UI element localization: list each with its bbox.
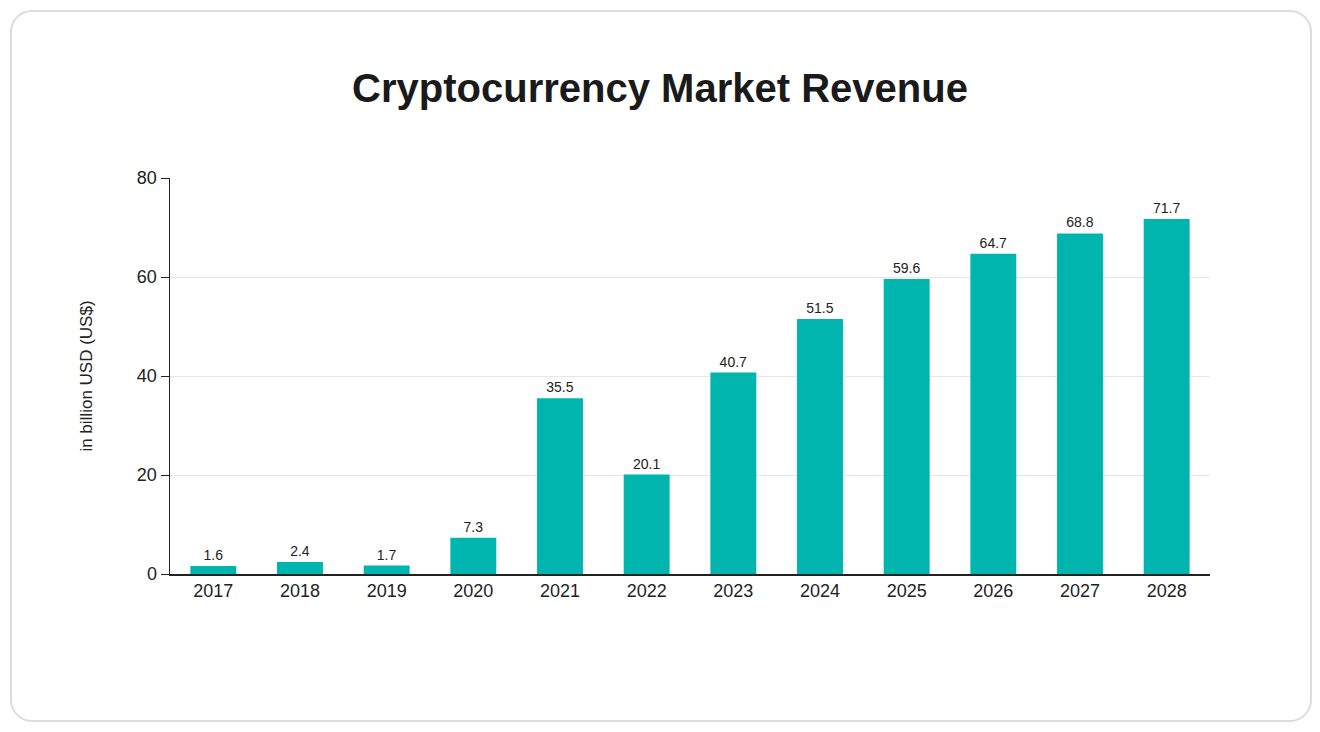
svg-text:80: 80 [137, 168, 157, 188]
svg-text:2025: 2025 [887, 581, 927, 601]
svg-text:2023: 2023 [713, 581, 753, 601]
svg-text:51.5: 51.5 [806, 300, 833, 316]
svg-text:2028: 2028 [1147, 581, 1187, 601]
svg-text:68.8: 68.8 [1066, 214, 1093, 230]
svg-text:0: 0 [147, 564, 157, 584]
svg-text:2.4: 2.4 [290, 543, 310, 559]
svg-text:2019: 2019 [367, 581, 407, 601]
svg-text:59.6: 59.6 [893, 260, 920, 276]
svg-text:40.7: 40.7 [720, 354, 747, 370]
svg-text:2022: 2022 [627, 581, 667, 601]
svg-text:1.7: 1.7 [377, 547, 397, 563]
svg-text:35.5: 35.5 [546, 379, 573, 395]
svg-text:20: 20 [137, 465, 157, 485]
svg-text:20.1: 20.1 [633, 456, 660, 472]
svg-text:2021: 2021 [540, 581, 580, 601]
svg-text:2017: 2017 [193, 581, 233, 601]
svg-text:71.7: 71.7 [1153, 200, 1180, 216]
svg-text:60: 60 [137, 267, 157, 287]
svg-text:2020: 2020 [453, 581, 493, 601]
svg-text:Cryptocurrency Market Revenue: Cryptocurrency Market Revenue [352, 66, 968, 110]
svg-text:2026: 2026 [973, 581, 1013, 601]
svg-text:in billion USD (US$): in billion USD (US$) [77, 300, 96, 451]
svg-text:2018: 2018 [280, 581, 320, 601]
svg-text:7.3: 7.3 [463, 519, 483, 535]
svg-text:64.7: 64.7 [980, 235, 1007, 251]
svg-text:40: 40 [137, 366, 157, 386]
svg-text:2024: 2024 [800, 581, 840, 601]
svg-text:2027: 2027 [1060, 581, 1100, 601]
svg-text:1.6: 1.6 [203, 547, 223, 563]
